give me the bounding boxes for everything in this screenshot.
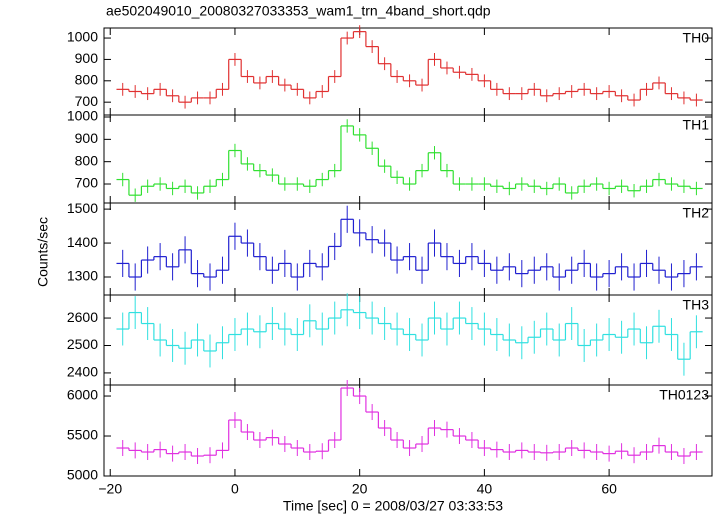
panel-frame <box>103 384 713 477</box>
series-label: TH0 <box>683 30 710 46</box>
y-tick-label: 700 <box>75 93 99 109</box>
series-label: TH2 <box>683 205 710 221</box>
y-tick-label: 1300 <box>67 268 98 284</box>
series-label: TH0123 <box>659 387 709 403</box>
y-axis-label: Counts/sec <box>35 217 51 287</box>
y-tick-label: 5500 <box>67 427 98 443</box>
series-label: TH3 <box>683 297 710 313</box>
y-tick-label: 900 <box>75 50 99 66</box>
x-tick-label: 60 <box>601 481 617 497</box>
y-tick-label: 2600 <box>67 309 98 325</box>
y-tick-label: 1400 <box>67 234 98 250</box>
y-tick-label: 2400 <box>67 364 98 380</box>
x-axis-label: Time [sec] 0 = 2008/03/27 03:33:53 <box>283 498 503 514</box>
y-tick-label: 1500 <box>67 200 98 216</box>
panel-frame <box>103 27 713 116</box>
y-tick-label: 1000 <box>67 108 98 124</box>
x-tick-label: 20 <box>352 481 368 497</box>
y-tick-label: 700 <box>75 175 99 191</box>
y-tick-label: 900 <box>75 130 99 146</box>
y-tick-label: 2500 <box>67 336 98 352</box>
x-tick-label: 0 <box>231 481 239 497</box>
y-tick-label: 800 <box>75 152 99 168</box>
chart-title: ae502049010_20080327033353_wam1_trn_4ban… <box>106 3 491 19</box>
x-tick-label: −20 <box>98 481 122 497</box>
panel-frame <box>103 202 713 296</box>
x-tick-label: 40 <box>477 481 493 497</box>
series-label: TH1 <box>683 117 710 133</box>
y-tick-label: 800 <box>75 72 99 88</box>
y-tick-label: 1000 <box>67 29 98 45</box>
y-tick-label: 6000 <box>67 387 98 403</box>
y-tick-label: 5000 <box>67 467 98 483</box>
panel-frame <box>103 114 713 204</box>
